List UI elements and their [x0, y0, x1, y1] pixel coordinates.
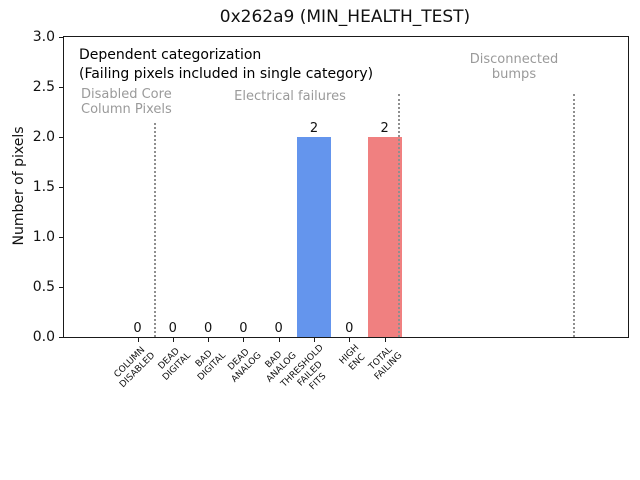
- chart-annotation: (Failing pixels included in single categ…: [79, 66, 374, 82]
- y-tick-label: 0.5: [32, 279, 55, 295]
- bar-value-label: 2: [380, 121, 389, 136]
- section-separator-line: [154, 123, 157, 337]
- y-tick-mark: [59, 36, 64, 38]
- plot-area: 0.0 0.5 1.0 1.5 2.0 2.5 3.0 COLUMN DISABLED 0 DEA…: [33, 29, 629, 392]
- section-separator-line: [573, 94, 576, 337]
- bar-value-label: 2: [309, 121, 319, 136]
- y-tick-mark: [59, 186, 64, 188]
- y-tick-label: 0.0: [32, 329, 55, 345]
- x-tick-mark: [314, 337, 315, 342]
- y-tick-mark: [59, 336, 64, 338]
- bar-value-label: 0: [133, 321, 142, 336]
- y-tick-mark: [59, 136, 64, 138]
- bar-value-label: 0: [239, 321, 248, 336]
- chart-annotation: Dependent categorization: [79, 47, 262, 63]
- x-tick-mark: [384, 337, 386, 342]
- y-tick-mark: [59, 286, 64, 288]
- bar-value-label: 0: [274, 321, 283, 336]
- x-tick-mark: [172, 337, 174, 342]
- chart-annotation: Electrical failures: [234, 89, 346, 104]
- x-tick-label: TOTAL FAILING: [367, 345, 405, 383]
- bar: [367, 137, 402, 337]
- y-tick-label: 1.5: [32, 179, 55, 195]
- y-tick-label: 3.0: [32, 29, 55, 45]
- y-tick-label: 2.5: [32, 79, 55, 95]
- x-tick-label: COLUMN DISABLED: [112, 345, 158, 390]
- x-tick-mark: [137, 337, 139, 342]
- y-tick-mark: [59, 236, 64, 238]
- chart-title: 0x262a9 (MIN_HEALTH_TEST): [219, 7, 471, 27]
- x-tick-mark: [243, 337, 245, 342]
- y-tick-label: 1.0: [32, 229, 55, 245]
- y-tick-mark: [59, 86, 64, 88]
- bar-value-label: 0: [345, 321, 354, 336]
- x-tick-mark: [278, 337, 280, 342]
- chart-annotation: Disabled Core Column Pixels: [81, 87, 172, 117]
- bar: [297, 137, 331, 337]
- y-axis-label: Number of pixels: [11, 126, 27, 246]
- bar-value-label: 0: [168, 321, 177, 336]
- x-tick-label: DEAD DIGITAL: [156, 346, 193, 383]
- y-tick-label: 2.0: [32, 129, 55, 145]
- x-tick-label: HIGH ENC: [337, 343, 368, 373]
- x-tick-mark: [349, 337, 351, 342]
- x-tick-label: DEAD ANALOG: [225, 347, 264, 385]
- section-separator-line: [398, 94, 401, 337]
- chart-annotation: Disconnected bumps: [469, 52, 559, 82]
- x-tick-mark: [208, 337, 210, 342]
- bar-value-label: 0: [203, 321, 213, 336]
- x-tick-label: BAD DIGITAL: [193, 348, 228, 383]
